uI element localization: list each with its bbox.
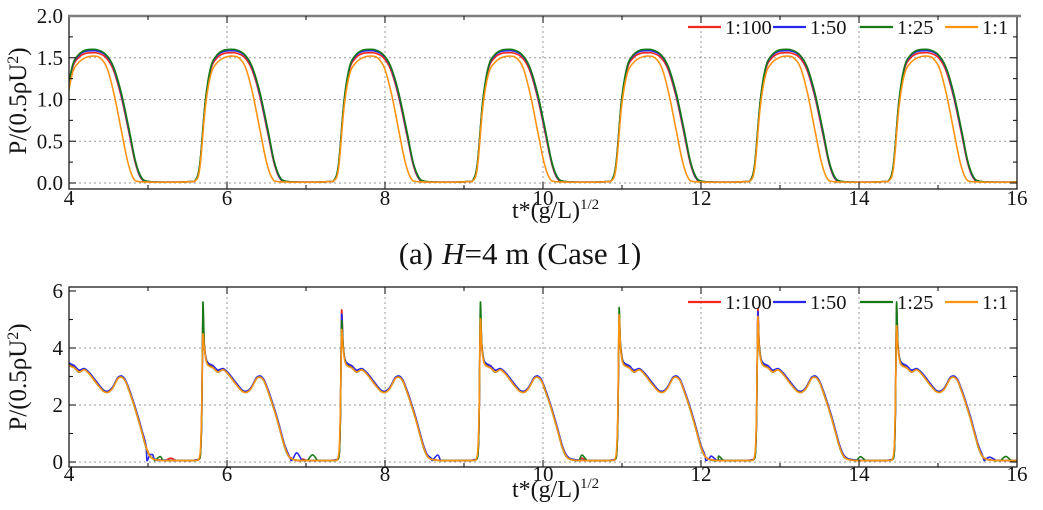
x-axis-tick-label: 14 [849,186,871,210]
legend-item: 1:100 [688,292,772,314]
series-curve-1-100 [69,305,1017,462]
x-axis-tick-label: 16 [1007,462,1028,486]
y-axis-title-base: P/(0.5ρU [5,64,32,155]
x-axis-title: t*(g/L)1/2 [512,476,599,503]
bottom-chart: 4 6 8 10 12 14 160246t*(g/L)1/2P/(0.5ρU2)1:100… [5,279,1028,503]
x-axis-title-sup: 1/2 [580,197,599,213]
y-axis-tick-label: 0.5 [37,129,63,153]
legend-item: 1:25 [860,17,933,39]
x-axis-tick-label: 14 [849,462,871,486]
x-axis-tick-label: 8 [380,462,391,486]
legend: 1:100 1:50 1:25 1:1 [688,292,1008,314]
y-axis-tick-label: 2 [53,393,64,417]
y-axis-tick-label: 1.0 [37,88,63,112]
y-axis-title-close: ) [5,47,32,55]
y-axis-title: P/(0.5ρU2) [5,47,32,154]
x-axis-tick-label: 16 [1007,186,1028,210]
x-axis-tick-label: 10 [533,462,554,486]
legend-label: 1:1 [982,292,1008,314]
legend-label: 1:100 [725,17,772,39]
legend-label: 1:50 [810,292,846,314]
legend-item: 1:1 [945,292,1008,314]
legend-item: 1:25 [860,292,933,314]
x-axis-title-base: t*(g/L) [512,198,580,224]
y-axis-tick-label: 0 [53,450,64,474]
series-curve-1-1 [69,55,1017,184]
y-axis-title: P/(0.5ρU2) [5,323,32,430]
legend-item: 1:50 [773,17,846,39]
y-axis-tick-label: 0.0 [37,171,63,195]
series-curve-1-50 [69,311,1017,462]
x-axis-tick-label: 6 [222,462,233,486]
x-axis-tick-label: 4 [64,186,75,210]
x-axis-title-sup: 1/2 [580,476,599,492]
x-axis-tick-label: 8 [380,186,391,210]
x-axis-tick-label: 12 [691,462,712,486]
legend: 1:100 1:50 1:25 1:1 [688,17,1008,39]
y-axis-title-sup: 2 [5,332,22,340]
y-axis-title-sup: 2 [5,56,22,64]
legend-label: 1:1 [982,17,1008,39]
x-axis-tick-label: 6 [222,186,233,210]
caption-suffix: =4 m (Case 1) [465,236,642,271]
plot-curves [69,301,1017,462]
y-axis-tick-label: 1.5 [37,46,63,70]
x-axis-tick-label: 4 [64,462,75,486]
series-curve-1-25 [69,301,1017,462]
y-axis-tick-label: 4 [53,336,64,360]
plot-curves [69,48,1017,184]
legend-label: 1:50 [810,17,846,39]
legend-label: 1:100 [725,292,772,314]
figure-caption: (a) H=4 m (Case 1) [399,236,642,271]
legend-item: 1:100 [688,17,772,39]
x-axis-tick-label: 10 [533,186,554,210]
x-axis-title-base: t*(g/L) [512,477,580,503]
legend-label: 1:25 [897,17,933,39]
y-axis-title-close: ) [5,323,32,331]
legend-item: 1:50 [773,292,846,314]
x-axis-tick-label: 12 [691,186,712,210]
x-axis-title: t*(g/L)1/2 [512,197,599,224]
y-axis-tick-label: 2.0 [37,4,63,28]
legend-item: 1:1 [945,17,1008,39]
y-axis-title-base: P/(0.5ρU [5,340,32,431]
top-chart: 4 6 8 10 12 14 16 0.0 0.5 1.0 1.5 2.0 t*(g/L)1/2 P/(0… [5,4,1028,224]
series-curve-1-1 [69,314,1017,462]
caption-variable: H [441,236,466,271]
caption-prefix: (a) [399,236,433,271]
y-axis-tick-label: 6 [53,279,64,303]
legend-label: 1:25 [897,292,933,314]
